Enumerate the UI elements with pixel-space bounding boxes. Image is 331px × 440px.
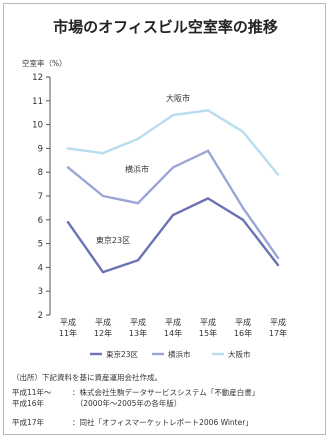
y-tick-label: 11 <box>32 97 43 107</box>
data-point <box>276 173 280 176</box>
note-label: 平成17年 <box>12 418 45 427</box>
x-tick-label: 17年 <box>269 328 287 338</box>
data-point <box>136 202 140 205</box>
chart-frame <box>3 3 326 435</box>
data-point <box>206 109 210 112</box>
x-tick-label: 16年 <box>234 328 252 338</box>
x-tick-label: 平成 <box>130 317 146 327</box>
series-label: 東京23区 <box>96 235 130 245</box>
data-point <box>136 259 140 262</box>
series-label: 横浜市 <box>125 164 149 174</box>
data-point <box>101 194 105 198</box>
data-point <box>276 256 280 259</box>
x-tick-label: 13年 <box>129 328 147 338</box>
x-tick-label: 平成 <box>270 317 286 327</box>
data-point <box>241 218 245 221</box>
series-label: 大阪市 <box>166 93 190 103</box>
y-tick-label: 10 <box>32 121 43 131</box>
y-tick-label: 8 <box>38 168 43 178</box>
note-row: 平成11年～ 平成16年 ：株式会社生駒データサービスシステム「不動産白書」 （… <box>12 387 322 409</box>
source-notes: （出所）下記資料を基に資産運用会社作成。 平成11年～ 平成16年 ：株式会社生… <box>12 372 322 428</box>
y-tick-label: 9 <box>38 144 43 154</box>
data-point <box>206 149 210 152</box>
data-point <box>171 166 175 169</box>
y-tick-label: 12 <box>32 73 43 83</box>
y-axis-label: 空室率（%） <box>22 58 67 68</box>
legend-label: 東京23区 <box>106 349 139 359</box>
x-tick-label: 11年 <box>59 328 77 338</box>
data-point <box>101 152 105 155</box>
legend-label: 大阪市 <box>228 349 251 359</box>
note-text: ：株式会社生駒データサービスシステム「不動産白書」 （2000年～2005年の各… <box>72 388 260 408</box>
series-line-大阪市 <box>66 109 280 176</box>
data-point <box>206 197 210 200</box>
y-tick-label: 3 <box>38 287 43 297</box>
source-title: （出所）下記資料を基に資産運用会社作成。 <box>12 373 162 382</box>
data-point <box>66 147 70 150</box>
x-tick-label: 平成 <box>165 317 181 327</box>
note-text: ：同社「オフィスマーケットレポート2006 Winter」 <box>72 418 253 427</box>
data-point <box>66 221 70 224</box>
y-tick-label: 5 <box>38 240 43 250</box>
data-point <box>241 206 245 209</box>
y-tick-label: 7 <box>38 192 43 202</box>
x-tick-label: 12年 <box>94 328 112 338</box>
x-tick-label: 14年 <box>164 328 182 338</box>
y-tick-label: 6 <box>38 216 43 226</box>
data-point <box>276 263 280 267</box>
y-tick-label: 4 <box>38 263 43 273</box>
data-point <box>136 137 140 140</box>
y-tick-label: 2 <box>38 311 43 321</box>
data-point <box>171 113 175 117</box>
x-tick-label: 平成 <box>235 317 251 327</box>
note-row: 平成17年 ：同社「オフィスマーケットレポート2006 Winter」 <box>12 417 322 428</box>
x-tick-label: 平成 <box>60 317 76 327</box>
note-label: 平成11年～ 平成16年 <box>12 388 52 408</box>
data-point <box>241 130 245 133</box>
x-tick-label: 15年 <box>199 328 217 338</box>
x-tick-label: 平成 <box>95 317 111 327</box>
legend-label: 横浜市 <box>168 349 191 359</box>
data-point <box>66 166 70 169</box>
data-point <box>171 213 175 217</box>
data-point <box>101 271 105 274</box>
x-tick-label: 平成 <box>200 317 216 327</box>
chart-title: 市場のオフィスビル空室率の推移 <box>53 18 278 36</box>
